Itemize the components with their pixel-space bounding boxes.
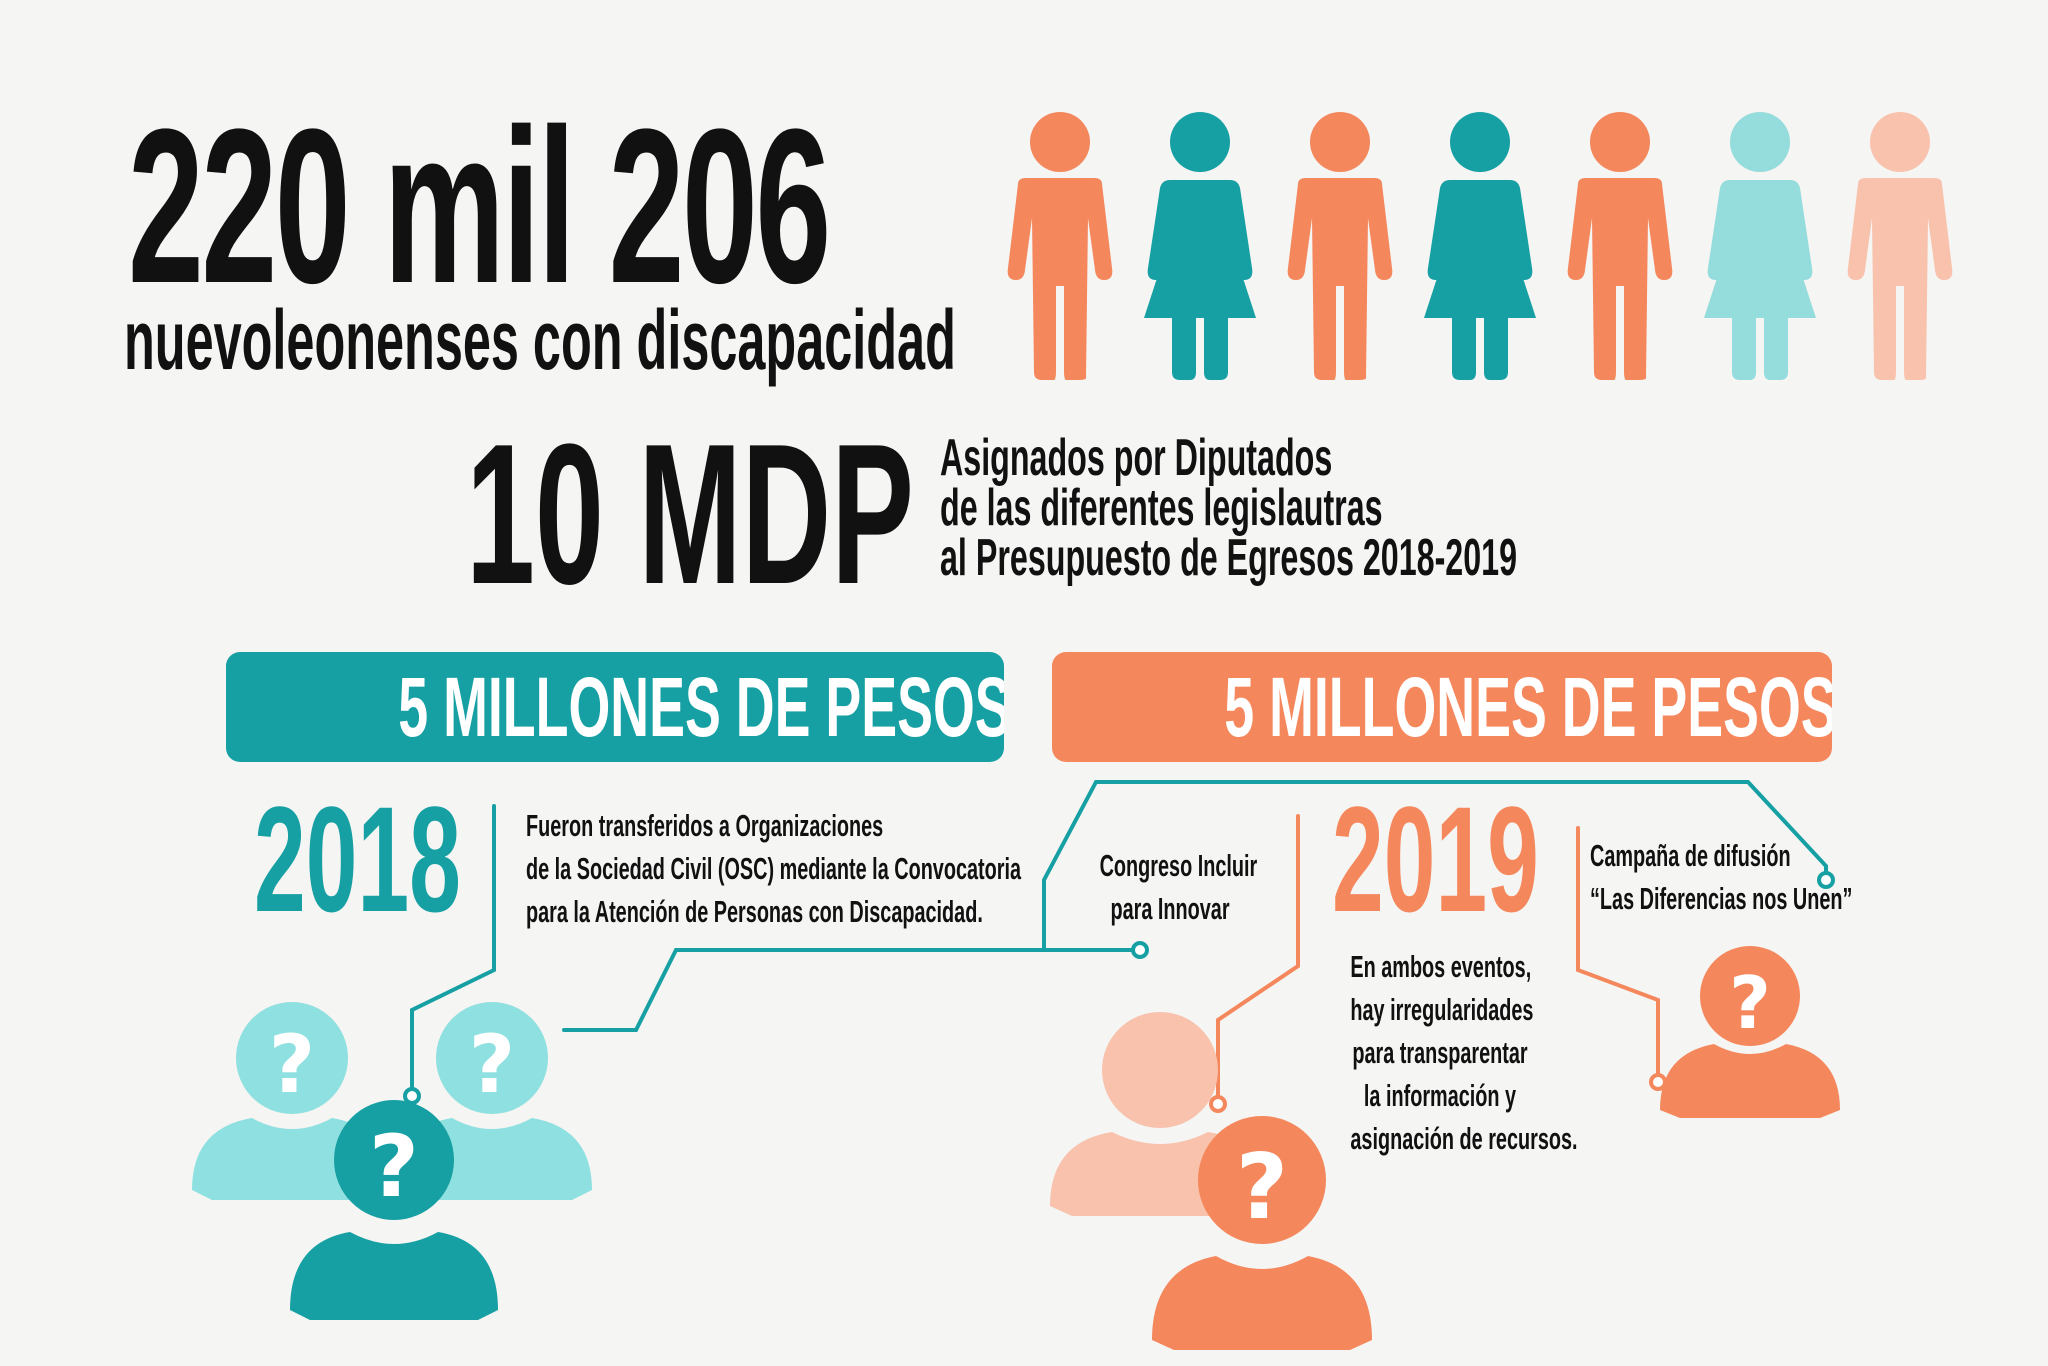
- question-mark-person-icon: ?: [192, 1002, 392, 1200]
- event-line: “Las Diferencias nos Unen”: [1590, 881, 1853, 916]
- year-2018: 2018: [254, 775, 461, 943]
- question-mark-person-icon: ?: [392, 1002, 592, 1200]
- people-2018-group: ? ? ?: [192, 1002, 592, 1320]
- population-subtitle: nuevoleonenses con discapacidad: [124, 293, 956, 387]
- people-2019-group: ?: [1050, 1012, 1372, 1350]
- banner-2019: 5 MILLONES DE PESOS: [1052, 652, 1832, 762]
- description-2018: Fueron transferidos a Organizaciones de …: [526, 804, 1299, 933]
- event-congreso: Congreso Incluir para Innovar: [1060, 844, 1280, 930]
- note-line: la información y: [1363, 1078, 1517, 1113]
- svg-text:?: ?: [1236, 1135, 1288, 1240]
- budget-line: de las diferentes legislautras: [940, 479, 1383, 537]
- budget-line: al Presupuesto de Egresos 2018-2019: [940, 529, 1518, 587]
- svg-text:?: ?: [269, 1018, 315, 1111]
- event-line: Congreso Incluir: [1099, 848, 1258, 883]
- budget-description: Asignados por Diputados de las diferente…: [940, 429, 1871, 587]
- event-line: para Innovar: [1110, 891, 1230, 926]
- question-mark-person-icon: ?: [290, 1100, 498, 1320]
- description-line: para la Atención de Personas con Discapa…: [526, 894, 983, 929]
- banner-2018: 5 MILLONES DE PESOS: [226, 652, 1004, 762]
- description-line: de la Sociedad Civil (OSC) mediante la C…: [526, 851, 1022, 886]
- svg-text:?: ?: [1729, 961, 1771, 1045]
- event-line: Campaña de difusión: [1590, 838, 1791, 873]
- note-line: para transparentar: [1352, 1035, 1528, 1070]
- svg-text:?: ?: [369, 1117, 419, 1217]
- question-mark-person-icon: ?: [1660, 946, 1840, 1118]
- note-line: En ambos eventos,: [1350, 949, 1532, 984]
- person-2019-campaign: ?: [1660, 946, 1840, 1118]
- note-line: asignación de recursos.: [1350, 1121, 1578, 1156]
- population-count: 220 mil 206: [128, 83, 831, 329]
- budget-amount: 10 MDP: [466, 403, 914, 626]
- irregularities-note: En ambos eventos, hay irregularidades pa…: [1300, 945, 1580, 1160]
- note-line: hay irregularidades: [1350, 992, 1534, 1027]
- description-line: Fueron transferidos a Organizaciones: [526, 808, 884, 843]
- budget-line: Asignados por Diputados: [940, 429, 1333, 487]
- svg-text:?: ?: [469, 1018, 515, 1111]
- question-mark-person-icon: ?: [1152, 1116, 1372, 1350]
- year-2019: 2019: [1332, 775, 1539, 943]
- event-campana: Campaña de difusión “Las Diferencias nos…: [1590, 834, 2000, 920]
